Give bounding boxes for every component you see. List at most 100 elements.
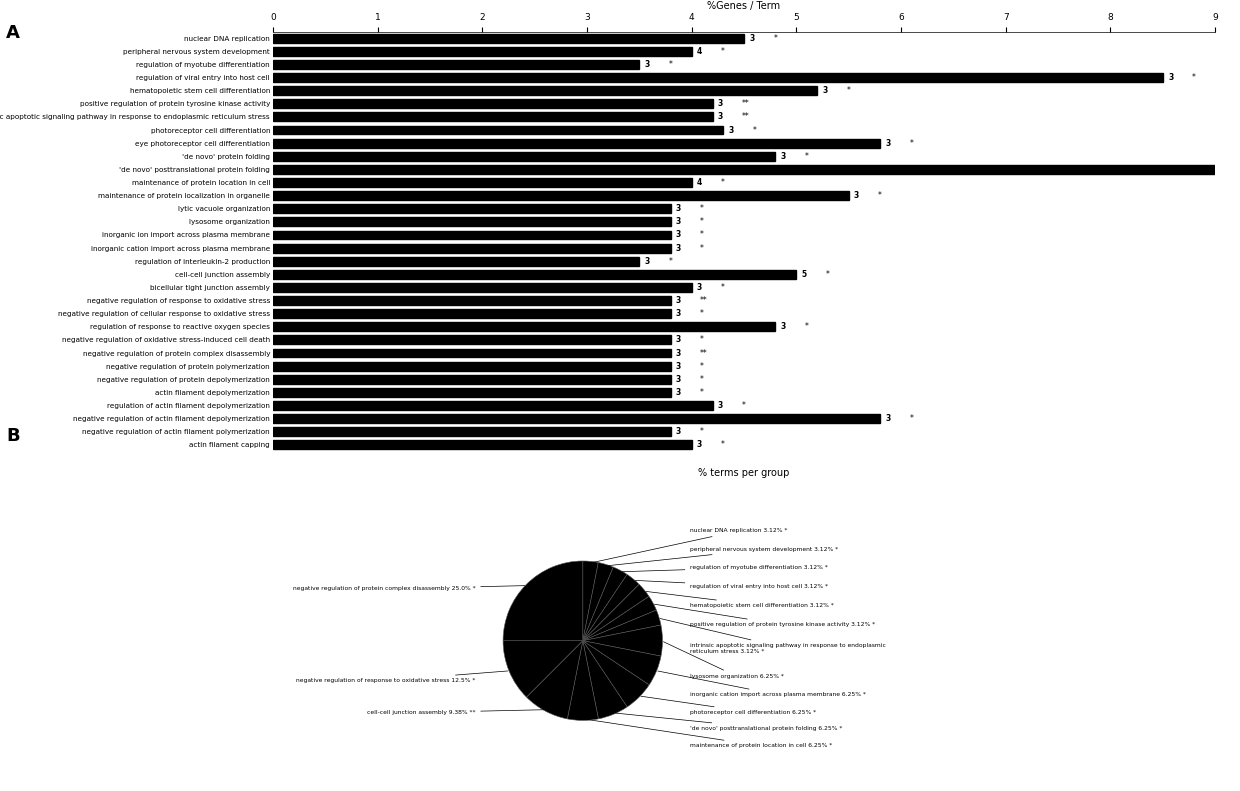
Bar bbox=[273, 230, 671, 240]
Text: 3: 3 bbox=[718, 100, 723, 108]
Wedge shape bbox=[583, 610, 661, 641]
Text: *: * bbox=[878, 191, 882, 200]
Bar bbox=[273, 178, 692, 187]
Text: 3: 3 bbox=[676, 296, 681, 305]
Text: hematopoietic stem cell differentiation 3.12% *: hematopoietic stem cell differentiation … bbox=[646, 592, 835, 608]
Bar bbox=[273, 165, 1236, 174]
Text: *: * bbox=[701, 388, 704, 397]
Wedge shape bbox=[527, 641, 583, 719]
Bar bbox=[273, 47, 692, 56]
Text: 3: 3 bbox=[676, 204, 681, 214]
Wedge shape bbox=[583, 567, 627, 641]
Bar bbox=[273, 191, 848, 200]
Text: *: * bbox=[774, 34, 777, 43]
Text: 3: 3 bbox=[676, 218, 681, 226]
Text: nuclear DNA replication 3.12% *: nuclear DNA replication 3.12% * bbox=[593, 528, 787, 562]
Text: photoreceptor cell differentiation 6.25% *: photoreceptor cell differentiation 6.25%… bbox=[641, 696, 816, 715]
Text: *: * bbox=[805, 322, 808, 331]
Wedge shape bbox=[583, 561, 599, 641]
Bar bbox=[273, 349, 671, 358]
Text: *: * bbox=[720, 283, 725, 292]
Text: 3: 3 bbox=[718, 401, 723, 410]
Bar bbox=[273, 112, 713, 121]
Wedge shape bbox=[583, 596, 656, 641]
Text: 3: 3 bbox=[676, 349, 681, 358]
Text: *: * bbox=[701, 361, 704, 371]
Wedge shape bbox=[568, 641, 599, 721]
Text: negative regulation of response to oxidative stress 12.5% *: negative regulation of response to oxida… bbox=[296, 671, 508, 683]
Text: 3: 3 bbox=[676, 230, 681, 240]
Bar bbox=[273, 401, 713, 410]
Bar bbox=[273, 414, 880, 423]
Bar bbox=[273, 152, 775, 161]
Text: 4: 4 bbox=[697, 47, 702, 56]
Text: 3: 3 bbox=[697, 441, 702, 449]
Text: *: * bbox=[1192, 73, 1197, 82]
Text: 3: 3 bbox=[854, 191, 859, 200]
Bar bbox=[273, 270, 796, 278]
Text: *: * bbox=[701, 375, 704, 384]
Text: **: ** bbox=[701, 296, 708, 305]
Text: **: ** bbox=[701, 349, 708, 358]
Text: 3: 3 bbox=[645, 60, 650, 69]
Text: % terms per group: % terms per group bbox=[698, 468, 790, 479]
Bar bbox=[273, 34, 744, 43]
Text: *: * bbox=[668, 257, 672, 266]
Bar bbox=[273, 296, 671, 305]
Text: A: A bbox=[6, 24, 20, 42]
Text: *: * bbox=[909, 414, 914, 423]
Bar bbox=[273, 60, 640, 69]
Text: 3: 3 bbox=[676, 375, 681, 384]
Text: 3: 3 bbox=[676, 335, 681, 344]
Text: 3: 3 bbox=[676, 427, 681, 437]
Wedge shape bbox=[583, 641, 661, 685]
Bar bbox=[273, 441, 692, 449]
Text: 3: 3 bbox=[749, 34, 754, 43]
Text: peripheral nervous system development 3.12% *: peripheral nervous system development 3.… bbox=[608, 547, 838, 566]
Text: 3: 3 bbox=[822, 86, 828, 95]
Wedge shape bbox=[583, 641, 650, 707]
Text: *: * bbox=[909, 138, 914, 148]
Text: *: * bbox=[847, 86, 851, 95]
Text: 3: 3 bbox=[676, 244, 681, 252]
Bar bbox=[273, 244, 671, 252]
Bar bbox=[273, 375, 671, 384]
Text: 'de novo' posttranslational protein folding 6.25% *: 'de novo' posttranslational protein fold… bbox=[615, 713, 843, 731]
Bar bbox=[273, 323, 775, 331]
Text: B: B bbox=[6, 427, 20, 445]
Text: *: * bbox=[720, 47, 725, 56]
Bar bbox=[273, 86, 817, 95]
Text: lysosome organization 6.25% *: lysosome organization 6.25% * bbox=[663, 642, 784, 679]
Text: 3: 3 bbox=[885, 138, 890, 148]
Text: 3: 3 bbox=[676, 309, 681, 318]
Text: *: * bbox=[701, 204, 704, 214]
Text: *: * bbox=[720, 178, 725, 187]
X-axis label: %Genes / Term: %Genes / Term bbox=[708, 1, 780, 11]
Bar bbox=[273, 138, 880, 148]
Text: 3: 3 bbox=[676, 388, 681, 397]
Bar bbox=[273, 283, 692, 292]
Text: *: * bbox=[701, 427, 704, 437]
Wedge shape bbox=[583, 574, 639, 641]
Text: *: * bbox=[753, 126, 756, 134]
Text: **: ** bbox=[742, 112, 750, 121]
Text: *: * bbox=[701, 230, 704, 240]
Bar bbox=[273, 218, 671, 226]
Bar bbox=[273, 361, 671, 371]
Text: positive regulation of protein tyrosine kinase activity 3.12% *: positive regulation of protein tyrosine … bbox=[655, 604, 875, 627]
Text: 3: 3 bbox=[676, 361, 681, 371]
Bar bbox=[273, 257, 640, 266]
Text: *: * bbox=[701, 244, 704, 252]
Bar bbox=[273, 427, 671, 436]
Text: 3: 3 bbox=[781, 322, 786, 331]
Text: 3: 3 bbox=[697, 283, 702, 292]
Text: 3: 3 bbox=[728, 126, 734, 134]
Text: *: * bbox=[701, 335, 704, 344]
Text: 3: 3 bbox=[781, 152, 786, 161]
Text: **: ** bbox=[742, 100, 750, 108]
Text: maintenance of protein location in cell 6.25% *: maintenance of protein location in cell … bbox=[585, 719, 833, 748]
Text: regulation of myotube differentiation 3.12% *: regulation of myotube differentiation 3.… bbox=[622, 565, 828, 572]
Bar bbox=[273, 335, 671, 344]
Text: *: * bbox=[742, 401, 745, 410]
Text: 4: 4 bbox=[697, 178, 702, 187]
